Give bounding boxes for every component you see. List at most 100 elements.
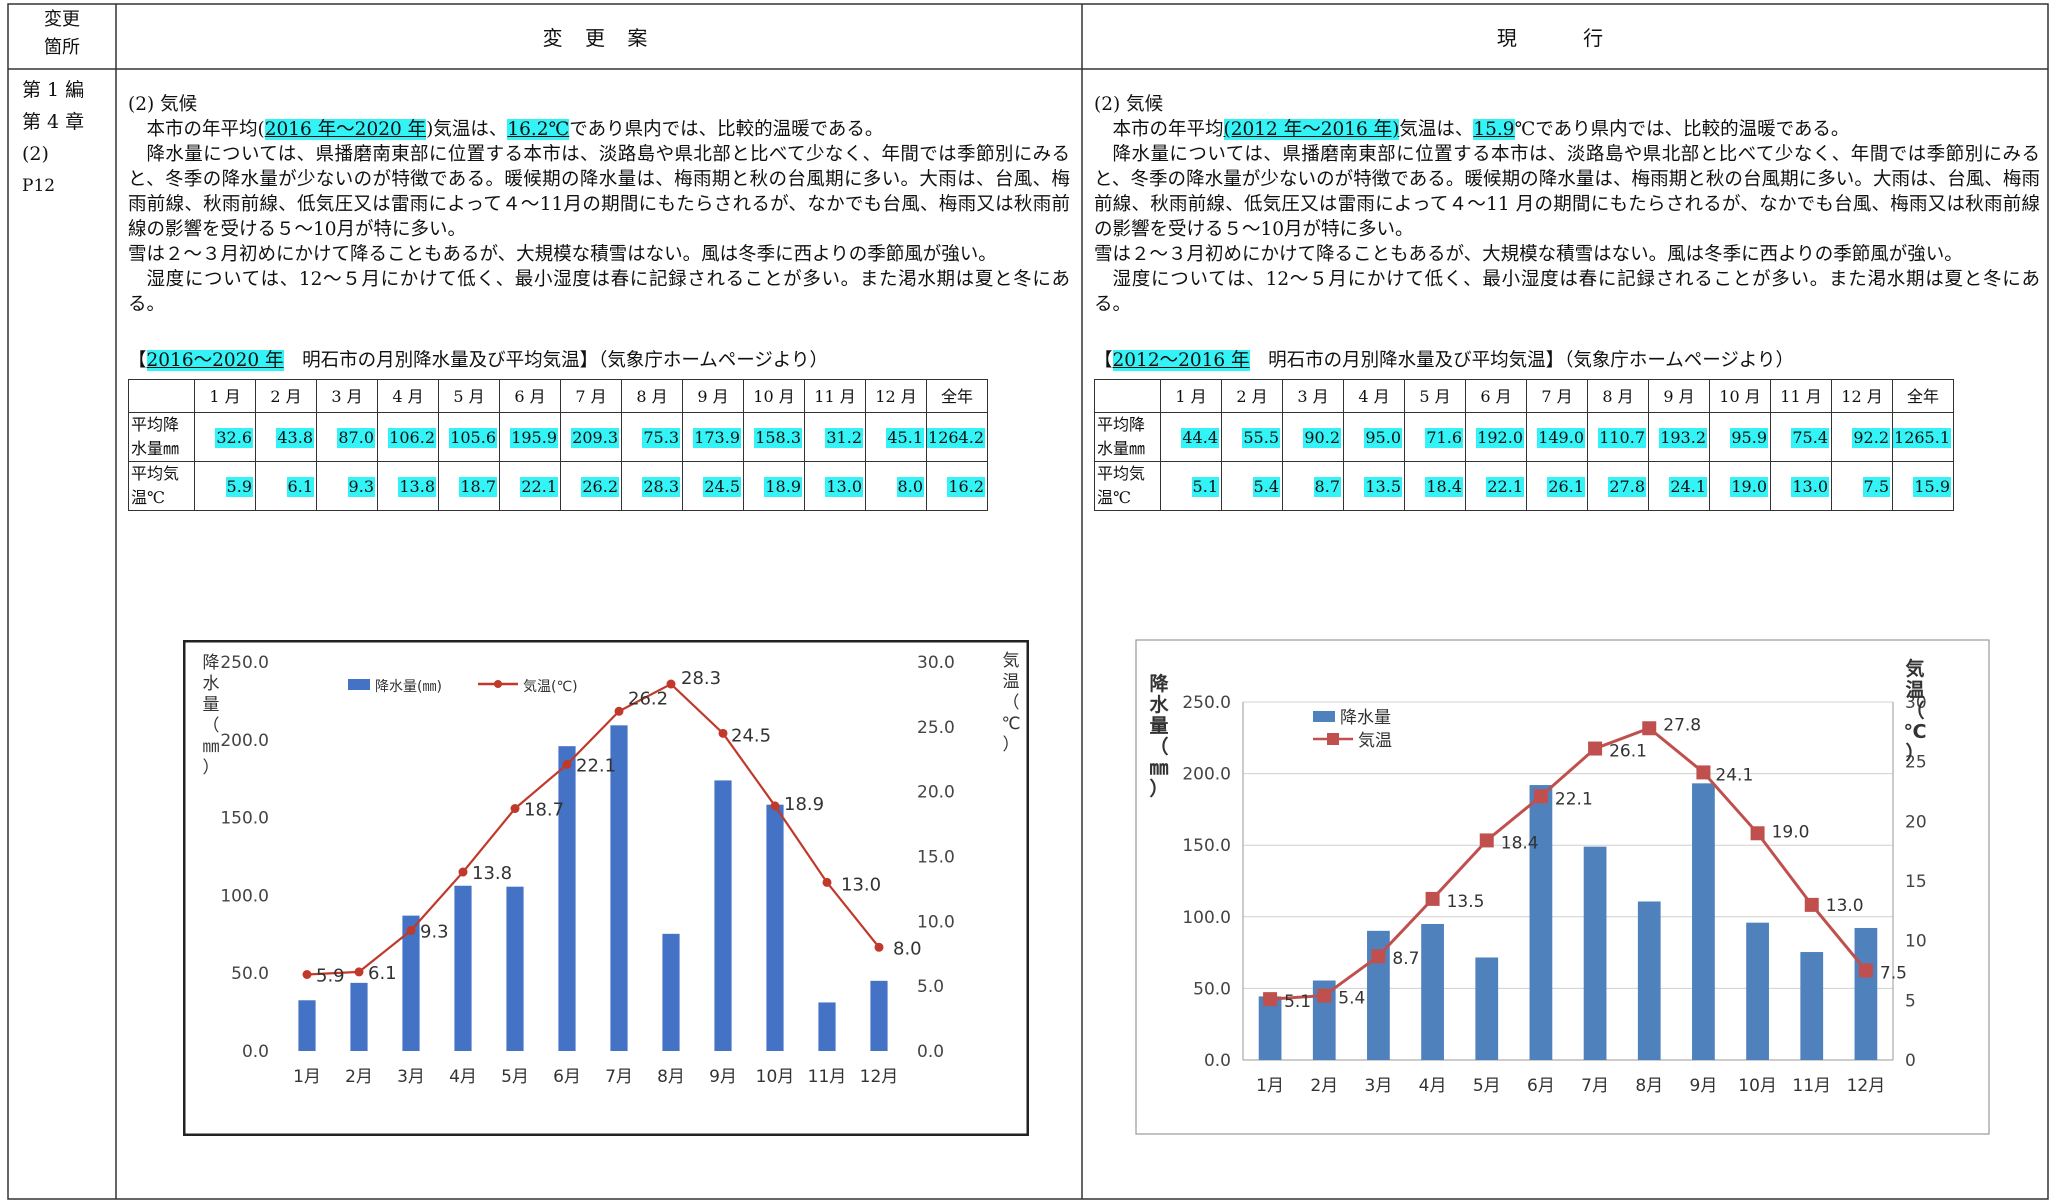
table-cell-value: 192.0 (1476, 427, 1524, 448)
table-month-header: 12 月 (1831, 379, 1893, 413)
table-month-header: 4 月 (377, 379, 439, 413)
table-cell: 75.3 (621, 412, 683, 462)
y-tick-label: 50.0 (231, 964, 269, 984)
y-axis-title-char: ） (1149, 777, 1168, 800)
precip-bar (714, 780, 732, 1051)
x-tick-label: 9月 (709, 1067, 737, 1087)
y2-tick-label: 20 (1905, 812, 1927, 832)
temperature-data-label: 13.0 (1826, 896, 1864, 916)
table-cell: 16.2 (926, 461, 988, 511)
temperature-data-label: 28.3 (681, 668, 721, 689)
header-location-line2: 箇所 (44, 37, 80, 58)
table-cell-value: 18.4 (1425, 476, 1463, 497)
table-cell-value: 27.8 (1608, 476, 1646, 497)
temperature-point (406, 925, 416, 935)
table-cell: 9.3 (316, 461, 378, 511)
proposed-paragraph-4: 湿度については、12～５月にかけて低く、最小湿度は春に記録されることが多い。また… (128, 269, 1070, 315)
table-cell: 5.9 (194, 461, 256, 511)
table-cell: 71.6 (1404, 412, 1466, 462)
p1-text: 本市の年平均 (1112, 119, 1224, 140)
table-cell: 195.9 (499, 412, 561, 462)
table-cell-value: 18.9 (764, 476, 802, 497)
table-cell: 43.8 (255, 412, 317, 462)
temperature-point (1804, 897, 1819, 912)
temperature-data-label: 27.8 (1663, 715, 1701, 735)
current-climate-chart: 250.0200.0150.0100.050.00.03025201510501… (1135, 639, 1990, 1135)
temperature-data-label: 7.5 (1880, 964, 1907, 984)
y2-axis-title-char: ℃ (1001, 714, 1020, 734)
caption-bracket: 【 (1094, 350, 1113, 371)
temperature-point (302, 969, 312, 979)
temperature-data-label: 6.1 (368, 963, 397, 984)
y-tick-label: 100.0 (220, 886, 269, 906)
y2-tick-label: 5 (1905, 991, 1916, 1011)
table-cell: 192.0 (1465, 412, 1527, 462)
y-axis-title-char: ） (203, 758, 220, 778)
table-cell: 18.7 (438, 461, 500, 511)
proposed-paragraph-2: 降水量については、県播磨南東部に位置する本市は、淡路島や県北部と比べて少なく、年… (128, 144, 1070, 240)
y2-axis-title-char: 温 (1003, 672, 1020, 692)
table-month-header: 12 月 (865, 379, 927, 413)
x-tick-label: 8月 (1635, 1076, 1663, 1096)
table-cell: 95.9 (1709, 412, 1771, 462)
table-month-header: 3 月 (1282, 379, 1344, 413)
legend-line-marker (494, 680, 502, 688)
table-row-label: 平均気温℃ (128, 461, 195, 511)
table-cell-value: 1264.2 (927, 427, 985, 448)
x-tick-label: 11月 (1792, 1076, 1831, 1096)
p1-text: ℃であり県内では、比較的温暖である。 (1514, 119, 1850, 140)
temperature-data-label: 19.0 (1772, 822, 1810, 842)
header-location-line1: 変更 (44, 9, 80, 30)
header-proposed: 変 更 案 (542, 26, 656, 50)
table-cell: 173.9 (682, 412, 744, 462)
table-cell-value: 31.2 (825, 427, 863, 448)
change-location: 第 1 編 第 4 章 (2) P12 (22, 74, 84, 202)
table-cell: 22.1 (1465, 461, 1527, 511)
current-paragraph-1: 本市の年平均(2012 年～2016 年)気温は、15.9℃であり県内では、比較… (1094, 117, 2040, 142)
table-month-header: 1 月 (1160, 379, 1222, 413)
table-month-header: 11 月 (804, 379, 866, 413)
temperature-point (458, 867, 468, 877)
precip-bar (1746, 922, 1769, 1060)
table-cell-value: 55.5 (1242, 427, 1280, 448)
table-cell: 193.2 (1648, 412, 1710, 462)
current-column: (2) 気候 本市の年平均(2012 年～2016 年)気温は、15.9℃であり… (1094, 92, 2040, 511)
table-cell: 22.1 (499, 461, 561, 511)
p1-highlight-period: (2012 年～2016 年) (1223, 119, 1400, 140)
table-month-header: 5 月 (438, 379, 500, 413)
temperature-data-label: 18.4 (1501, 833, 1539, 853)
table-cell: 105.6 (438, 412, 500, 462)
temperature-data-label: 8.0 (893, 938, 922, 959)
table-cell-value: 32.6 (215, 427, 253, 448)
table-row-temp: 平均気温℃ 5.1 5.4 8.7 13.5 18.4 22.1 26.1 27.8 24.1 19… (1094, 461, 1954, 511)
table-cell-value: 1265.1 (1893, 427, 1951, 448)
temperature-data-label: 24.5 (731, 725, 771, 746)
y-tick-label: 150.0 (220, 809, 269, 829)
table-cell-value: 5.9 (225, 476, 253, 497)
p1-highlight-temp: 15.9 (1473, 119, 1515, 140)
p1-highlight-period: 2016 年～2020 年 (264, 119, 427, 140)
table-cell-value: 105.6 (449, 427, 497, 448)
y2-tick-label: 15.0 (917, 848, 955, 868)
y-tick-label: 250.0 (220, 653, 269, 673)
table-row-precip: 平均降水量㎜ 44.4 55.5 90.2 95.0 71.6 192.0 149.0 110.… (1094, 412, 1954, 462)
table-month-header: 5 月 (1404, 379, 1466, 413)
table-cell-value: 26.1 (1547, 476, 1585, 497)
table-month-header: 全年 (1892, 379, 1954, 413)
p1-text: 気温は、 (1399, 119, 1474, 140)
precip-bar (870, 980, 888, 1051)
proposed-column: (2) 気候 本市の年平均(2016 年～2020 年)気温は、16.2℃であり… (128, 92, 1070, 511)
y-axis-title-char: 量 (203, 695, 220, 715)
table-cell: 18.9 (743, 461, 805, 511)
temperature-data-label: 18.9 (784, 794, 824, 815)
table-cell: 5.1 (1160, 461, 1222, 511)
table-month-header: 6 月 (1465, 379, 1527, 413)
legend-line-label: 気温(℃) (523, 679, 578, 695)
x-tick-label: 10月 (756, 1067, 795, 1087)
caption-text: 明石市の月別降水量及び平均気温】（気象庁ホームページより） (1249, 350, 1795, 371)
table-cell-value: 13.0 (825, 476, 863, 497)
table-cell: 8.0 (865, 461, 927, 511)
temperature-point (1533, 789, 1548, 804)
temperature-line (1269, 726, 1868, 1001)
